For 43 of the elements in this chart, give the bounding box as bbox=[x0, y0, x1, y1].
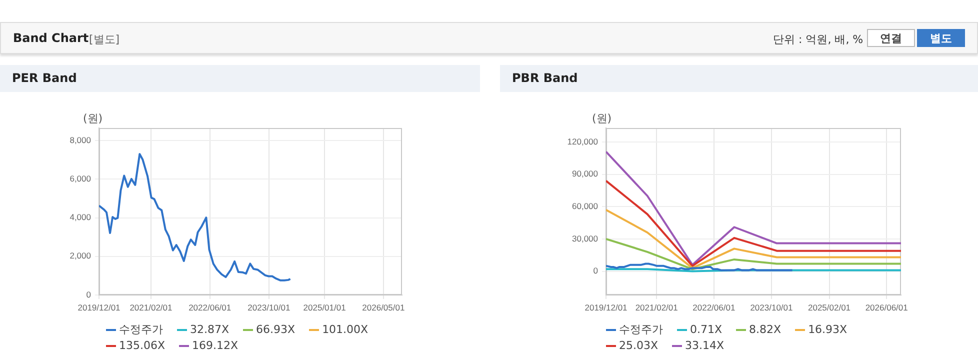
legend-label: 8.82X bbox=[749, 323, 782, 336]
text: 별도 bbox=[917, 29, 965, 47]
x-tick-label: 2025/02/01 bbox=[808, 302, 851, 312]
legend-label: 25.03X bbox=[619, 339, 658, 352]
text: 단위 : 억원, 배, % bbox=[773, 32, 864, 47]
x-tick-label: 2019/12/01 bbox=[78, 302, 121, 312]
x-tick-label: 2026/06/01 bbox=[865, 302, 908, 312]
chart-title: PBR Band bbox=[500, 65, 978, 92]
legend-label: 수정주가 bbox=[619, 322, 663, 337]
y-tick-label: 0 bbox=[593, 266, 598, 276]
legend-label: 169.12X bbox=[192, 339, 238, 352]
x-tick-label: 2025/01/01 bbox=[303, 302, 346, 312]
y-axis-title: (원) bbox=[592, 111, 612, 126]
x-tick-label: 2026/05/01 bbox=[362, 302, 405, 312]
legend-label: 0.71X bbox=[690, 323, 722, 336]
x-tick-label: 2022/06/01 bbox=[692, 302, 736, 312]
x-tick-label: 2021/02/01 bbox=[635, 302, 678, 312]
y-tick-label: 90,000 bbox=[572, 168, 598, 179]
y-tick-label: 120,000 bbox=[567, 136, 598, 146]
x-tick-label: 2023/10/01 bbox=[750, 302, 794, 312]
chart-title: PER Band bbox=[0, 65, 480, 92]
y-tick-label: 30,000 bbox=[572, 233, 598, 244]
x-tick-label: 2021/02/01 bbox=[130, 302, 172, 312]
y-tick-label: 4,000 bbox=[70, 212, 92, 222]
legend-label: 66.93X bbox=[256, 323, 296, 336]
y-axis-title: (원) bbox=[83, 111, 103, 126]
text: [별도] bbox=[89, 32, 120, 47]
x-tick-label: 2019/12/01 bbox=[584, 302, 628, 312]
legend-label: 101.00X bbox=[322, 323, 368, 336]
y-tick-label: 2,000 bbox=[70, 250, 92, 261]
x-tick-label: 2023/10/01 bbox=[248, 302, 290, 312]
text: Band Chart bbox=[13, 31, 89, 45]
y-tick-label: 6,000 bbox=[70, 174, 92, 184]
y-tick-label: 0 bbox=[86, 289, 92, 300]
y-tick-label: 60,000 bbox=[572, 200, 598, 211]
legend-label: 33.14X bbox=[685, 339, 724, 352]
y-tick-label: 8,000 bbox=[70, 134, 92, 145]
text: 연결 bbox=[867, 29, 915, 47]
x-tick-label: 2022/06/01 bbox=[188, 302, 232, 312]
legend-label: 32.87X bbox=[190, 323, 230, 336]
legend-label: 수정주가 bbox=[119, 322, 163, 337]
legend-label: 135.06X bbox=[119, 339, 166, 352]
legend-label: 16.93X bbox=[808, 323, 848, 336]
